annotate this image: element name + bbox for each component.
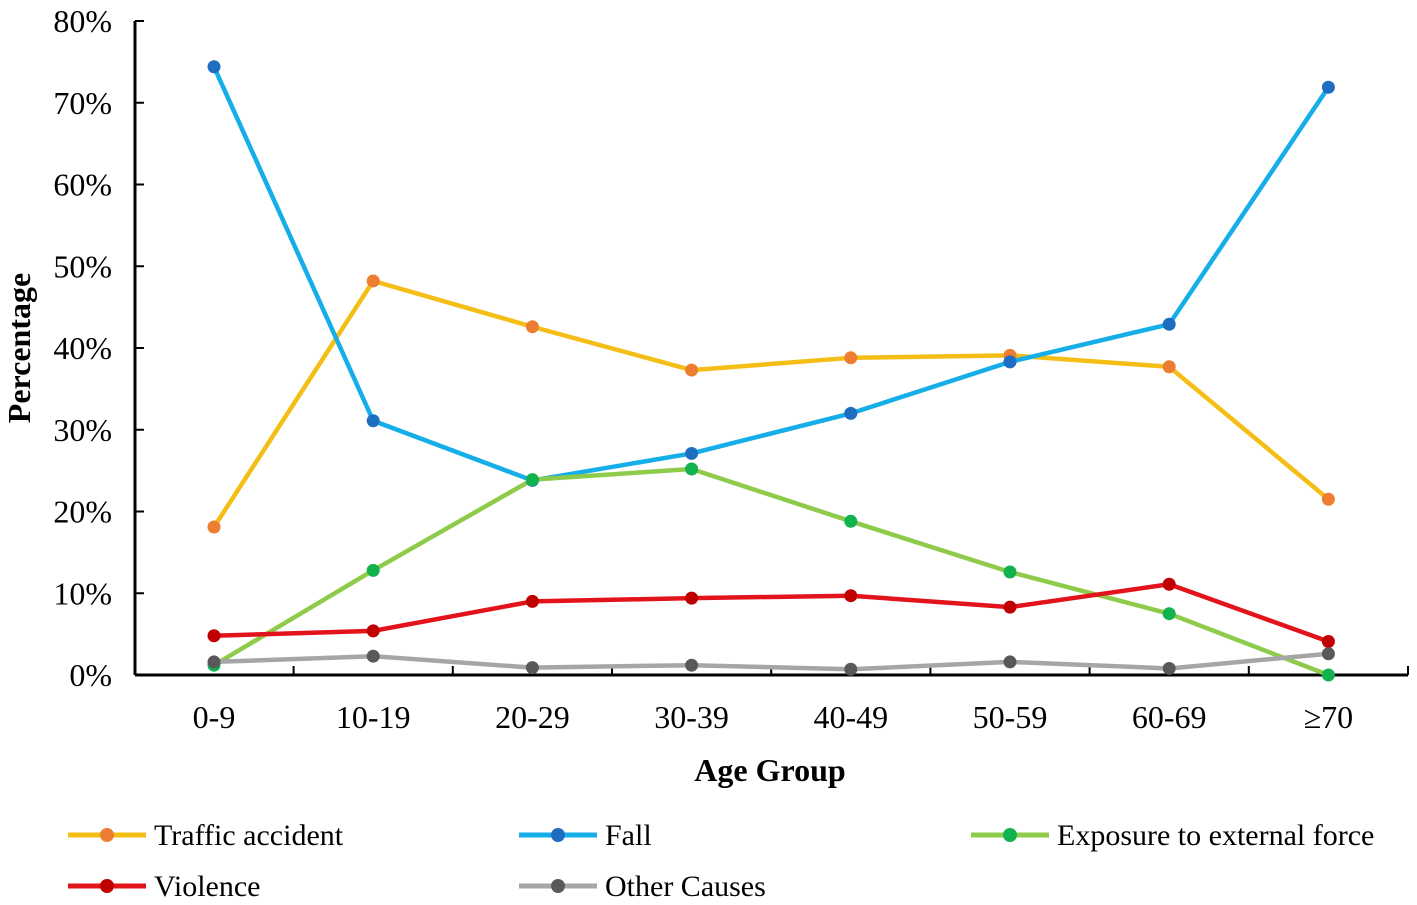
data-point-fall xyxy=(366,414,380,428)
data-point-fall xyxy=(1321,80,1335,94)
legend-label-fall: Fall xyxy=(605,819,652,852)
legend-marker-exposure-to-external-force xyxy=(1003,828,1017,842)
legend-marker-other-causes xyxy=(551,879,565,893)
series-line-traffic-accident xyxy=(212,278,1330,529)
series-group xyxy=(207,60,1335,682)
data-point-violence xyxy=(525,594,539,608)
data-point-other-causes xyxy=(1003,655,1017,669)
data-point-fall xyxy=(207,60,221,74)
data-point-other-causes xyxy=(844,662,858,676)
x-tick-label: 50-59 xyxy=(973,699,1048,735)
legend-marker-fall xyxy=(551,828,565,842)
x-tick-label: 30-39 xyxy=(654,699,729,735)
legend-marker-traffic-accident xyxy=(100,828,114,842)
data-point-traffic-accident xyxy=(1162,360,1176,374)
x-tick-label: 60-69 xyxy=(1132,699,1207,735)
data-point-other-causes xyxy=(366,649,380,663)
data-point-exposure-to-external-force xyxy=(1321,668,1335,682)
data-point-fall xyxy=(685,446,699,460)
legend-label-exposure-to-external-force: Exposure to external force xyxy=(1057,819,1374,852)
data-point-exposure-to-external-force xyxy=(844,514,858,528)
y-axis-title: Percentage xyxy=(1,273,37,423)
data-point-violence xyxy=(1321,634,1335,648)
data-point-traffic-accident xyxy=(525,320,539,334)
y-tick-label: 60% xyxy=(53,167,112,203)
legend-label-traffic-accident: Traffic accident xyxy=(154,819,344,852)
legend-marker-violence xyxy=(100,879,114,893)
axes: 0% 10% 20% 30% 40% 50% 60% 70% 80% 0-9 10-19 20-29 3… xyxy=(53,3,1409,735)
y-tick-label: 30% xyxy=(53,412,112,448)
x-tick-label: 0-9 xyxy=(193,699,236,735)
data-point-violence xyxy=(1162,577,1176,591)
data-point-violence xyxy=(685,591,699,605)
data-point-traffic-accident xyxy=(207,520,221,534)
y-tick-label: 20% xyxy=(53,494,112,530)
x-tick-label: 40-49 xyxy=(813,699,888,735)
data-point-violence xyxy=(1003,600,1017,614)
data-point-exposure-to-external-force xyxy=(1003,565,1017,579)
data-point-traffic-accident xyxy=(366,274,380,288)
data-point-fall xyxy=(844,406,858,420)
series-line-other-causes xyxy=(213,651,1329,672)
series-line-fall xyxy=(211,65,1331,483)
y-tick-label: 0% xyxy=(69,657,112,693)
data-point-fall xyxy=(1162,317,1176,331)
legend-label-other-causes: Other Causes xyxy=(605,870,766,903)
data-point-other-causes xyxy=(525,661,539,675)
data-point-exposure-to-external-force xyxy=(685,462,699,476)
data-point-other-causes xyxy=(1321,647,1335,661)
series-line-exposure-to-external-force xyxy=(212,466,1330,678)
series-line-violence xyxy=(213,582,1330,644)
y-tick-label: 50% xyxy=(53,248,112,284)
data-point-other-causes xyxy=(1162,661,1176,675)
y-tick-label: 40% xyxy=(53,330,112,366)
data-point-exposure-to-external-force xyxy=(366,563,380,577)
data-point-exposure-to-external-force xyxy=(525,473,539,487)
x-tick-label: 10-19 xyxy=(336,699,411,735)
y-tick-label: 70% xyxy=(53,85,112,121)
data-point-violence xyxy=(844,589,858,603)
data-point-other-causes xyxy=(685,658,699,672)
data-point-traffic-accident xyxy=(1321,492,1335,506)
x-tick-label: ≥70 xyxy=(1304,699,1354,735)
data-point-exposure-to-external-force xyxy=(1162,607,1176,621)
data-point-violence xyxy=(366,624,380,638)
data-point-other-causes xyxy=(207,655,221,669)
legend-label-violence: Violence xyxy=(154,870,260,903)
data-point-traffic-accident xyxy=(844,351,858,365)
data-point-fall xyxy=(1003,355,1017,369)
y-tick-label: 10% xyxy=(53,575,112,611)
x-axis-title: Age Group xyxy=(694,752,845,788)
legend: Traffic accident Fall Exposure to external… xyxy=(68,819,1374,903)
data-point-traffic-accident xyxy=(685,363,699,377)
x-tick-label: 20-29 xyxy=(495,699,570,735)
data-point-violence xyxy=(207,629,221,643)
y-tick-label: 80% xyxy=(53,3,112,39)
